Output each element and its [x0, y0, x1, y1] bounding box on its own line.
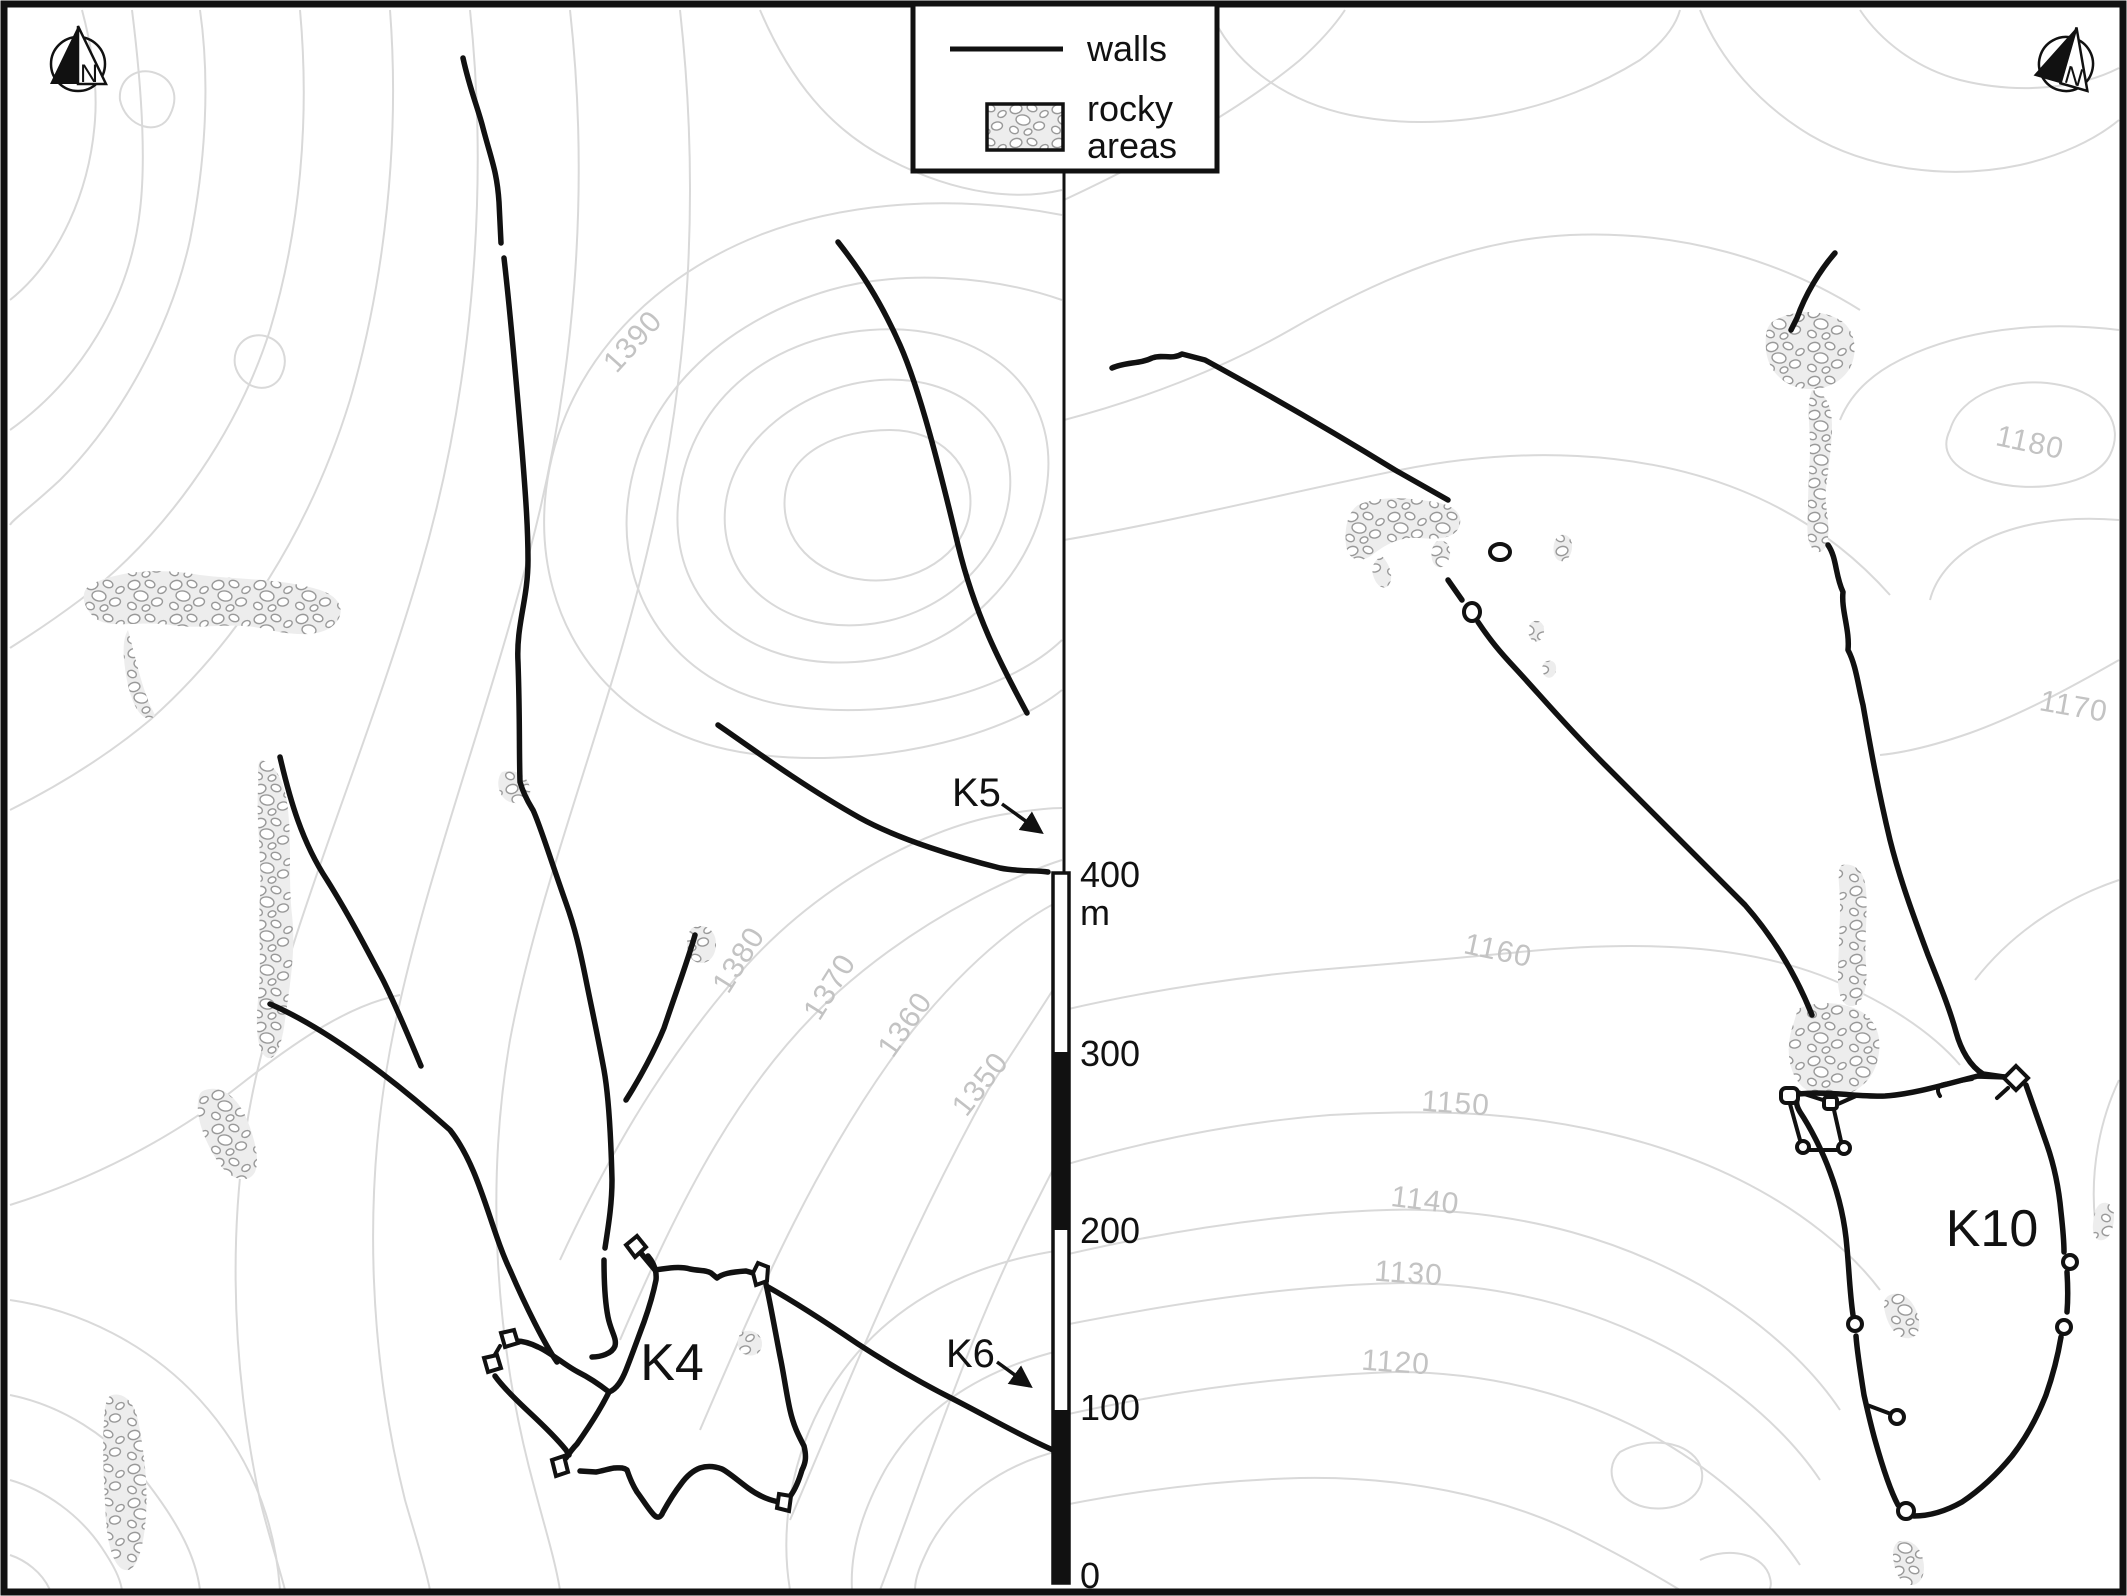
k4-tower-arm-upper — [498, 1327, 521, 1350]
scale-mark-200: 200 — [1080, 1210, 1140, 1251]
k4-tower-southeast — [774, 1491, 794, 1514]
legend-walls-label: walls — [1086, 28, 1167, 69]
k10-tower-west — [1888, 1408, 1906, 1426]
north-arrow-dark-half — [50, 26, 78, 84]
wall-long-north — [460, 55, 504, 246]
k4-enclosure — [481, 1233, 809, 1520]
rocky-areas-right — [1345, 311, 2114, 1586]
k4-tower-north — [623, 1233, 649, 1260]
k10-tower-nw-b — [1836, 1140, 1852, 1156]
site-label-k6: K6 — [946, 1332, 995, 1376]
scale-unit: m — [1080, 892, 1110, 933]
wall-diagonal-ring — [1462, 601, 1482, 623]
site-label-k10: K10 — [1946, 1200, 2039, 1258]
wall-west-upper — [277, 754, 424, 1069]
k10-tower-nw-inner — [1822, 1095, 1839, 1111]
wall-east-long — [1825, 542, 2007, 1080]
north-arrow-right: N — [2033, 27, 2095, 93]
k10-tower-east-a — [2061, 1253, 2079, 1271]
north-arrow-light-half — [2058, 27, 2089, 93]
legend-rocky-label-line2: areas — [1087, 125, 1177, 166]
k4-tower-arm-lower — [481, 1352, 504, 1375]
site-label-k5: K5 — [952, 771, 1001, 815]
wall-long-south — [501, 255, 615, 1251]
wall-diagonal — [1445, 577, 1465, 603]
legend-rocky-sample — [985, 102, 1065, 152]
wall-diagonal-lower — [1475, 619, 1815, 1018]
k10-tower-east-b — [2055, 1318, 2073, 1336]
contour-label-1120: 1120 — [1360, 1344, 1431, 1382]
scale-mark-100: 100 — [1080, 1387, 1140, 1428]
k4-tower-northeast — [750, 1260, 771, 1288]
wall-hook — [589, 1257, 619, 1360]
wall-nw-long — [1109, 351, 1451, 503]
wall-k5 — [715, 722, 1051, 875]
rocky-areas-left — [83, 571, 762, 1571]
wall-upper-right — [835, 239, 1030, 716]
k10-enclosure — [1779, 1063, 2079, 1521]
k6-arrow — [995, 1360, 1033, 1389]
wall-west-lower — [267, 1001, 560, 1365]
wall-k6 — [765, 1284, 1056, 1453]
k10-tower-nw-a — [1795, 1139, 1811, 1155]
legend-rocky-label-line1: rocky — [1087, 88, 1173, 129]
k10-tower-northeast — [2001, 1063, 2031, 1093]
contour-label-1130: 1130 — [1373, 1255, 1444, 1293]
scale-mark-400: 400 — [1080, 854, 1140, 895]
north-arrow-left: N — [49, 25, 108, 93]
k10-tower-northwest — [1779, 1086, 1800, 1105]
scale-mark-300: 300 — [1080, 1033, 1140, 1074]
left-contours-layer — [9, 9, 1063, 1589]
walls-right-layer — [1109, 250, 2079, 1521]
north-letter: N — [80, 60, 98, 88]
site-labels-layer: K4 K10 K5 K6 — [640, 771, 2038, 1392]
scale-mark-0: 0 — [1080, 1555, 1100, 1596]
north-arrow-light-half — [76, 25, 108, 86]
north-arrow-dark-half — [2033, 27, 2077, 84]
k5-arrow — [1000, 802, 1044, 834]
legend-box: walls rocky areas — [910, 1, 1220, 174]
k4-tower-southwest — [549, 1453, 571, 1479]
wall-north-short — [1788, 250, 1838, 333]
wall-fragment-east — [623, 932, 698, 1103]
k10-tower-southwest — [1846, 1315, 1864, 1333]
contour-label-1150: 1150 — [1420, 1085, 1491, 1123]
k10-tower-south — [1896, 1501, 1916, 1521]
isolated-ring-structure — [1488, 542, 1512, 562]
scale-bar: 400 m 300 200 100 0 — [1051, 854, 1140, 1596]
site-label-k4: K4 — [640, 1334, 704, 1392]
walls-left-layer — [267, 55, 1056, 1520]
